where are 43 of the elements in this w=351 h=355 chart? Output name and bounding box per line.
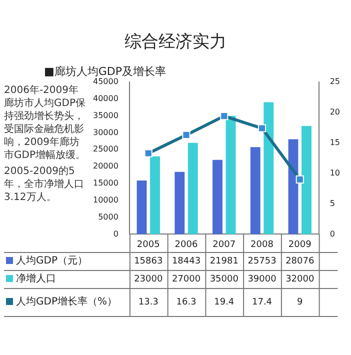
legend-label: 人均GDP（元）	[16, 254, 88, 267]
y-tick-label: 20000	[92, 162, 118, 171]
y-tick-label: 10000	[92, 195, 118, 204]
data-label: 13.3	[138, 297, 158, 308]
y-tick-label: 0	[113, 229, 118, 238]
data-label: 23000	[134, 274, 163, 284]
y2-tick-label: 5	[330, 198, 335, 208]
data-label: 27000	[172, 274, 201, 284]
data-label: 39000	[248, 274, 277, 284]
y2-tick-label: 0	[330, 229, 335, 238]
y-tick-label: 15000	[92, 178, 118, 188]
legend-label: 净增人口	[16, 272, 56, 285]
y2-tick-label: 10	[330, 168, 340, 178]
data-label: 19.4	[214, 297, 234, 308]
x-tick-label: 2009	[288, 240, 312, 250]
text: 2006年-2009年廊坊市人均GDP保持强劲增长势头，受国际金融危机影响，2009年廊坊市GDP增幅放缓。	[4, 84, 86, 162]
x-tick-label: 2005	[136, 240, 160, 250]
data-label: 28076	[286, 256, 314, 266]
x-tick-label: 2006	[174, 240, 198, 250]
data-label: 35000	[210, 274, 239, 284]
data-label: 15863	[134, 256, 163, 266]
y-tick-label: 45000	[92, 77, 118, 86]
y2-tick-label: 25	[330, 77, 340, 86]
text: 2005-2009的5年，全市净增人口3.12万人。	[4, 165, 85, 204]
data-label: 17.4	[252, 297, 272, 308]
y2-tick-label: 15	[330, 138, 340, 147]
y-tick-label: 25000	[92, 144, 118, 154]
data-label: 16.3	[176, 297, 196, 308]
chart-title: 综合经济实力	[124, 31, 228, 53]
data-label: 25753	[248, 256, 276, 266]
y-tick-label: 35000	[92, 110, 118, 120]
y-tick-label: 30000	[92, 128, 118, 137]
data-label: 9	[297, 297, 304, 308]
legend-label: 人均GDP增长率（%）	[16, 296, 117, 308]
y-tick-label: 5000	[98, 212, 118, 222]
x-tick-label: 2008	[250, 240, 274, 250]
data-label: 18443	[172, 256, 201, 266]
x-tick-label: 2007	[212, 240, 236, 250]
y2-tick-label: 20	[330, 108, 340, 117]
chart-subtitle: ■廊坊人均GDP及增长率	[44, 64, 166, 78]
data-label: 21981	[210, 256, 238, 266]
data-label: 32000	[286, 274, 314, 284]
y-tick-label: 40000	[92, 94, 118, 103]
